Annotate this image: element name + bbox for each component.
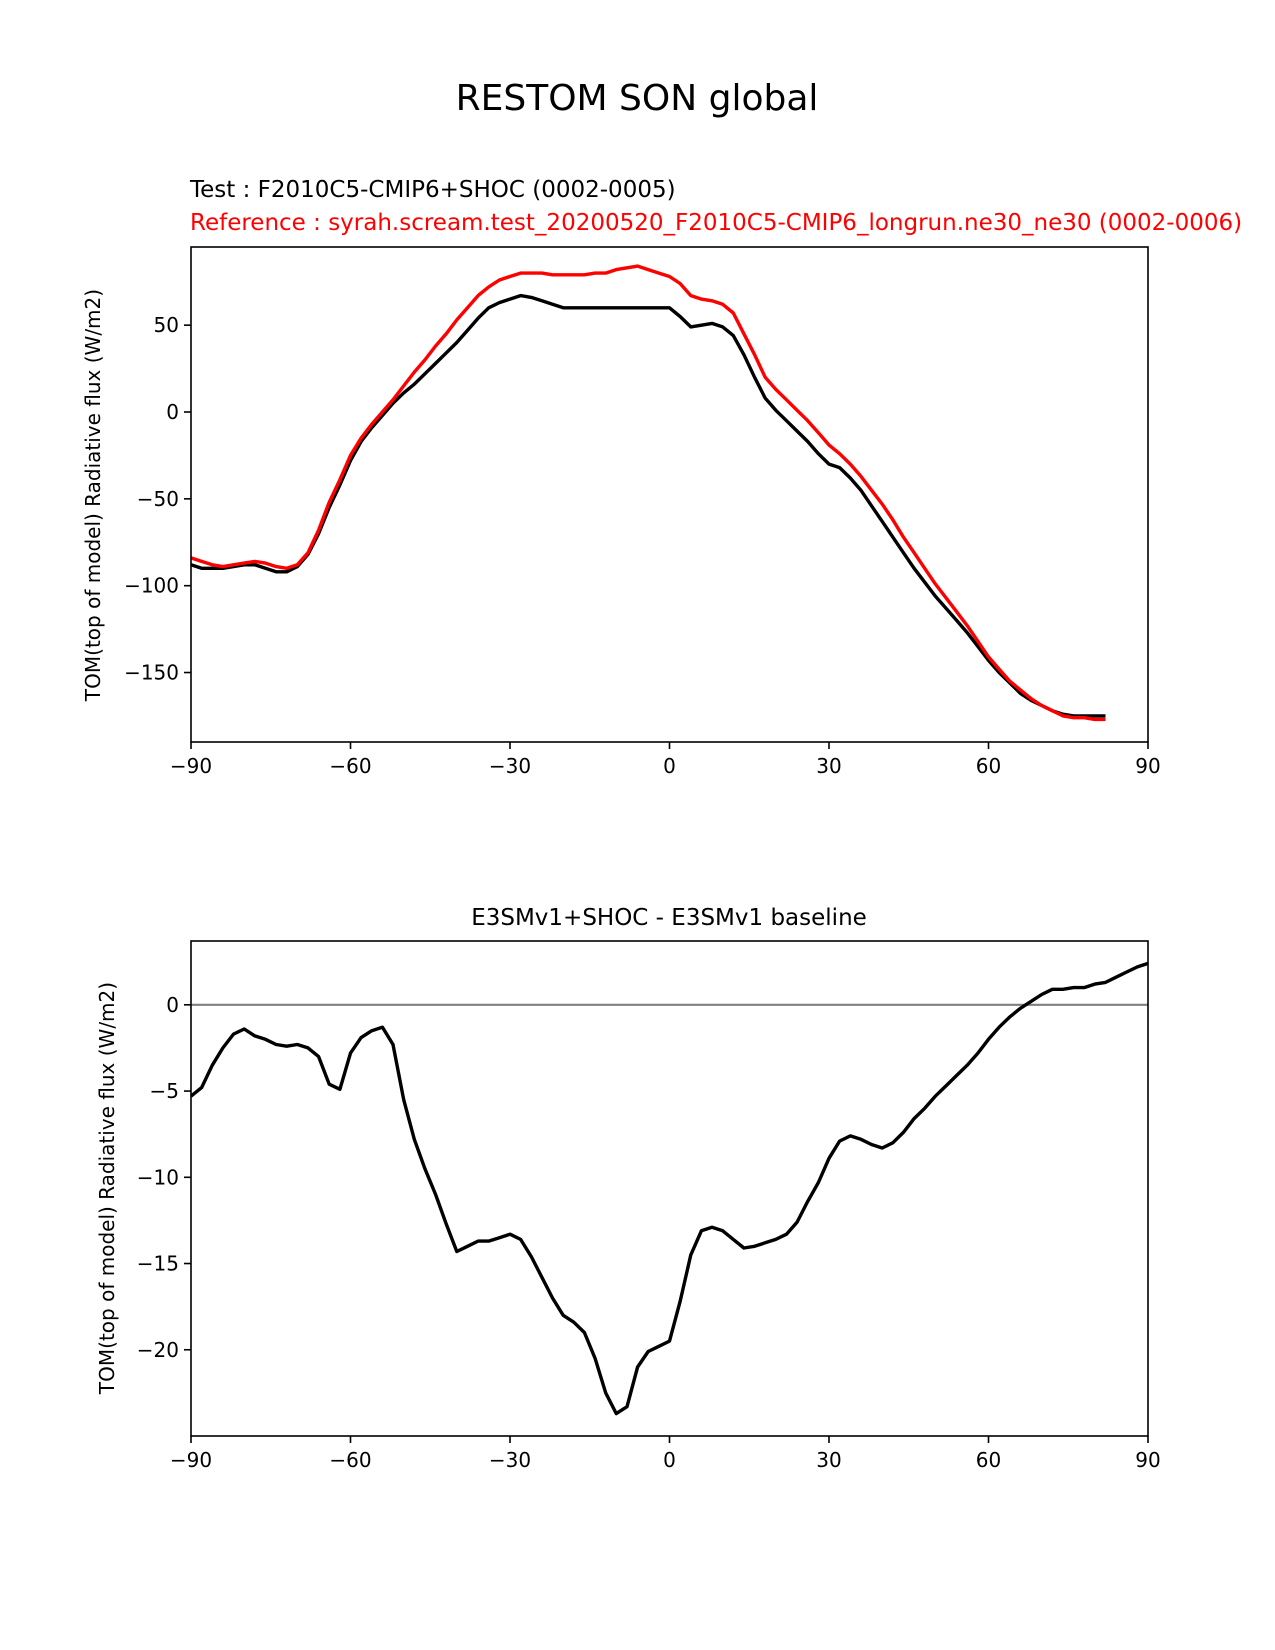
- bottom-panel-ylabel: TOM(top of model) Radiative flux (W/m2): [95, 982, 119, 1395]
- bottom-ytick-label: −10: [137, 1165, 179, 1189]
- top-panel: −90 −60 −30 0 30 60 90 50 0 −50 −100 −150: [124, 246, 1161, 778]
- top-xtick-label: 90: [1135, 754, 1160, 778]
- reference-label: Reference : syrah.scream.test_20200520_F…: [190, 210, 1242, 236]
- bottom-xtick-label: −90: [170, 1448, 212, 1472]
- bottom-axes-frame: [190, 940, 1149, 1437]
- top-ylabel-text: TOM(top of model) Radiative flux (W/m2): [81, 289, 105, 702]
- bottom-xtick-label: 0: [663, 1448, 676, 1472]
- top-ytick-label: −150: [124, 661, 179, 685]
- bottom-ytick-label: −15: [137, 1252, 179, 1276]
- top-panel-ylabel: TOM(top of model) Radiative flux (W/m2): [81, 289, 105, 702]
- top-ytick-label: 50: [154, 313, 179, 337]
- top-xtick-label: 60: [976, 754, 1001, 778]
- bottom-ytick-label: −5: [150, 1079, 179, 1103]
- bottom-ytick-label: 0: [166, 993, 179, 1017]
- figure-title: RESTOM SON global: [456, 78, 819, 119]
- bottom-xtick-label: −60: [329, 1448, 371, 1472]
- top-xtick-label: −90: [170, 754, 212, 778]
- bottom-xtick-label: −30: [489, 1448, 531, 1472]
- top-series-reference: [190, 264, 1106, 722]
- top-xtick-label: 0: [663, 754, 676, 778]
- top-ytick-label: −50: [137, 487, 179, 511]
- top-xtick-label: 30: [816, 754, 841, 778]
- test-label: Test : F2010C5-CMIP6+SHOC (0002-0005): [189, 177, 676, 203]
- top-ytick-label: 0: [166, 400, 179, 424]
- top-series-test: [190, 293, 1106, 718]
- bottom-xtick-label: 60: [976, 1448, 1001, 1472]
- bottom-xtick-label: 90: [1135, 1448, 1160, 1472]
- top-ytick-label: −100: [124, 574, 179, 598]
- top-xtick-label: −30: [489, 754, 531, 778]
- bottom-ytick-label: −20: [137, 1338, 179, 1362]
- bottom-panel: −90 −60 −30 0 30 60 90 0 −5 −10 −15 −20: [137, 940, 1161, 1472]
- bottom-series-e3smv1-shoc-e3smv1: [189, 961, 1149, 1416]
- bottom-xtick-label: 30: [816, 1448, 841, 1472]
- top-xtick-label: −60: [329, 754, 371, 778]
- bottom-ylabel-text: TOM(top of model) Radiative flux (W/m2): [95, 982, 119, 1395]
- bottom-panel-title: E3SMv1+SHOC - E3SMv1 baseline: [471, 905, 867, 931]
